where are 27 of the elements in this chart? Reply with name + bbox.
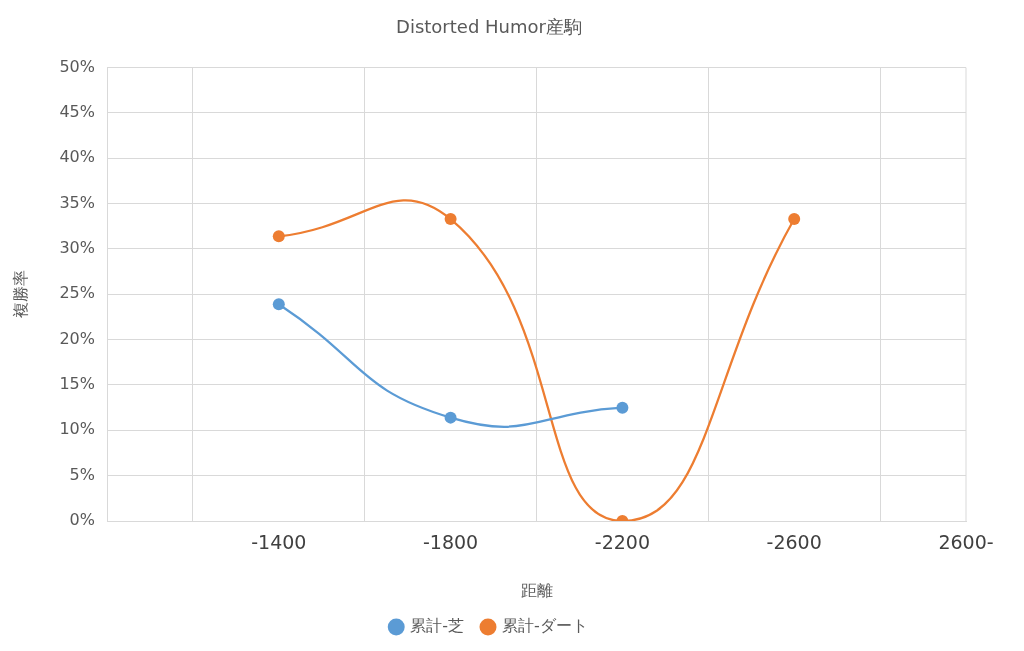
y-tick-label: 5% xyxy=(69,464,95,484)
x-tick-label: -1400 xyxy=(251,531,307,554)
point xyxy=(788,213,801,226)
point xyxy=(616,401,629,414)
y-tick-label: 40% xyxy=(59,147,95,167)
x-tick-label: -1800 xyxy=(422,531,479,554)
y-axis-title: 複勝率 xyxy=(10,270,30,319)
x-tick-label: -2200 xyxy=(594,531,651,554)
x-tick-label: 2600- xyxy=(938,531,994,554)
chart-title: Distorted Humor産駒 xyxy=(396,16,582,38)
y-tick-label: 15% xyxy=(59,374,95,394)
y-tick-label: 20% xyxy=(59,328,95,348)
y-tick-label: 25% xyxy=(59,283,95,303)
point xyxy=(272,230,285,243)
y-tick-label: 45% xyxy=(59,102,95,122)
x-axis-title: 距離 xyxy=(520,580,553,600)
y-tick-label: 10% xyxy=(59,419,95,439)
legend-label: 累計-芝 xyxy=(410,616,465,636)
point xyxy=(444,213,457,226)
legend-label: 累計-ダート xyxy=(502,616,588,636)
point xyxy=(272,298,285,311)
y-tick-label: 50% xyxy=(59,56,95,76)
y-tick-label: 0% xyxy=(69,510,95,530)
y-tick-label: 30% xyxy=(59,238,95,258)
y-tick-label: 35% xyxy=(59,192,95,212)
x-tick-label: -2600 xyxy=(766,531,822,554)
point xyxy=(444,411,457,424)
